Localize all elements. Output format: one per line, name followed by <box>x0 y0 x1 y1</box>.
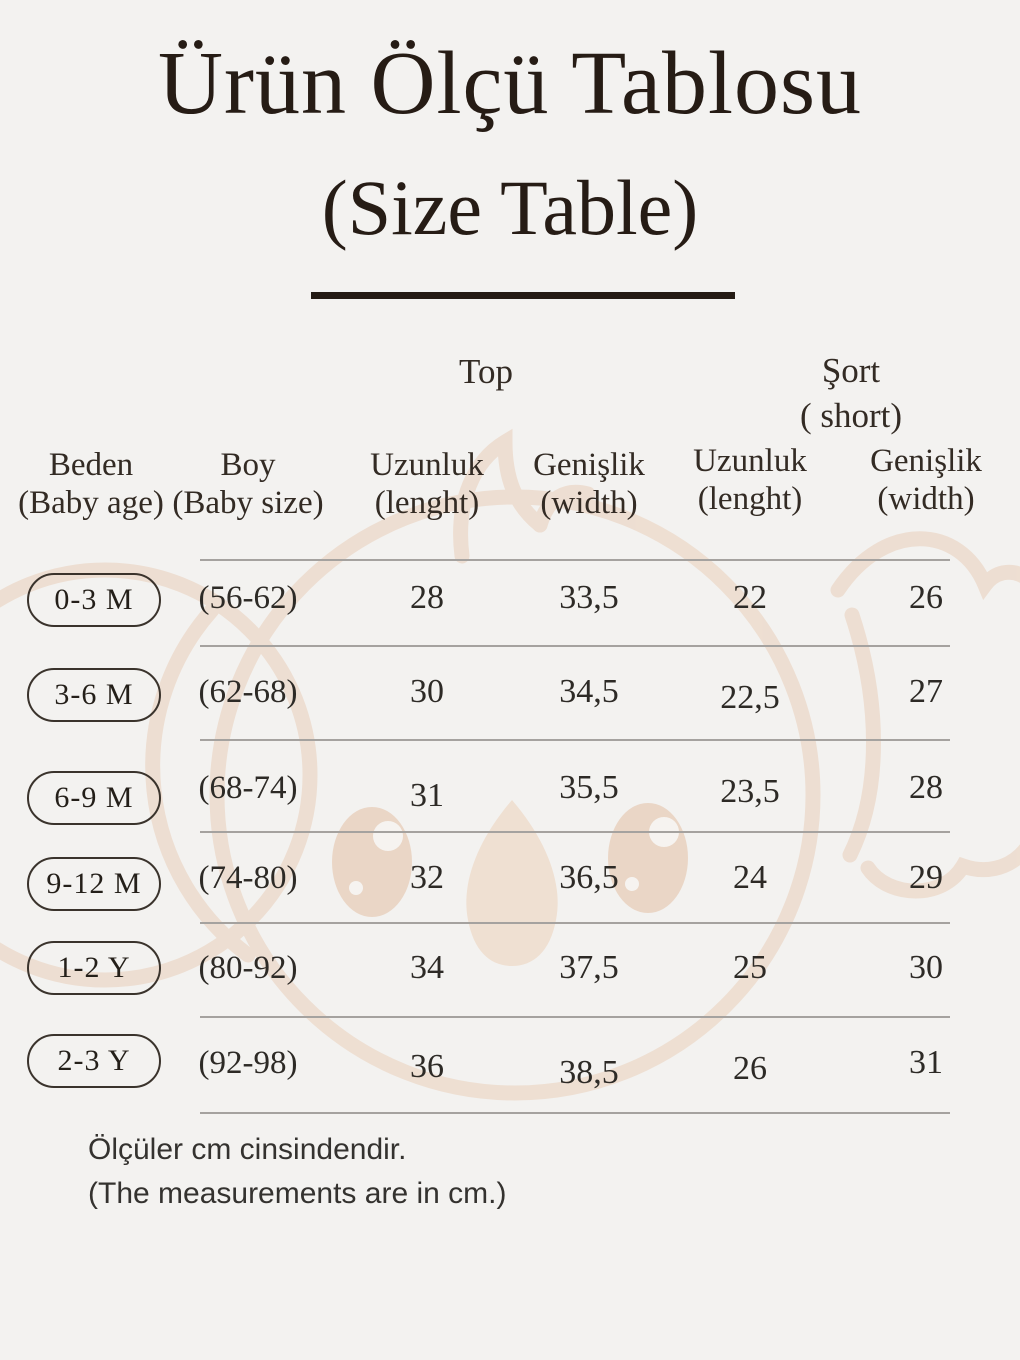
size-badge-6-9m: 6-9 M <box>27 771 161 825</box>
cell-top-uzunluk: 34 <box>410 949 444 986</box>
cell-sort-genislik: 27 <box>909 673 943 710</box>
measurement-note: Ölçüler cm cinsindendir. (The measuremen… <box>88 1128 506 1216</box>
column-header-label: Boy <box>220 447 276 483</box>
cell-boy: (68-74) <box>198 770 298 806</box>
measurement-note-en: (The measurements are in cm.) <box>88 1177 507 1210</box>
cell-sort-uzunluk: 22,5 <box>720 679 780 716</box>
column-header-top-genislik: Genişlik (width) <box>494 446 684 522</box>
group-label-short-en: ( short) <box>799 396 903 435</box>
cell-top-uzunluk: 30 <box>410 673 444 710</box>
cell-top-genislik: 35,5 <box>559 769 619 806</box>
row-divider <box>200 831 950 833</box>
cell-sort-genislik: 26 <box>909 579 943 616</box>
cell-boy: (80-92) <box>198 950 298 986</box>
cell-sort-genislik: 31 <box>909 1044 943 1081</box>
cell-boy: (92-98) <box>198 1045 298 1081</box>
cell-boy: (62-68) <box>198 674 298 710</box>
row-divider <box>200 922 950 924</box>
cell-top-genislik: 33,5 <box>559 579 619 616</box>
cell-top-uzunluk: 31 <box>410 777 444 814</box>
column-header-sublabel: (lenght) <box>697 481 803 517</box>
cell-sort-genislik: 30 <box>909 949 943 986</box>
column-header-boy: Boy (Baby size) <box>153 446 343 522</box>
row-divider <box>200 1016 950 1018</box>
group-label-top: Top <box>459 352 513 391</box>
cell-sort-uzunluk: 24 <box>733 859 767 896</box>
cell-top-genislik: 37,5 <box>559 949 619 986</box>
column-header-top-uzunluk: Uzunluk (lenght) <box>332 446 522 522</box>
cell-top-genislik: 38,5 <box>559 1054 619 1091</box>
cell-sort-uzunluk: 25 <box>733 949 767 986</box>
group-label-short: Şort ( short) <box>751 348 951 438</box>
row-divider <box>200 739 950 741</box>
column-header-label: Genişlik <box>533 447 645 483</box>
column-header-label: Uzunluk <box>370 447 484 483</box>
cell-top-uzunluk: 32 <box>410 859 444 896</box>
row-divider <box>200 645 950 647</box>
column-header-sublabel: (Baby size) <box>172 485 324 521</box>
column-header-sublabel: (lenght) <box>374 485 480 521</box>
cell-sort-genislik: 28 <box>909 769 943 806</box>
cell-boy: (74-80) <box>198 860 298 896</box>
column-header-label: Genişlik <box>870 443 982 479</box>
cell-top-genislik: 34,5 <box>559 673 619 710</box>
cell-boy: (56-62) <box>198 580 298 616</box>
size-badge-1-2y: 1-2 Y <box>27 941 161 995</box>
page-subtitle: (Size Table) <box>321 164 699 251</box>
cell-top-uzunluk: 36 <box>410 1048 444 1085</box>
cell-sort-uzunluk: 22 <box>733 579 767 616</box>
cell-sort-uzunluk: 23,5 <box>720 773 780 810</box>
column-header-label: Beden <box>48 447 134 483</box>
page-title: Ürün Ölçü Tablosu <box>158 34 862 133</box>
column-header-sublabel: (width) <box>540 485 638 521</box>
measurement-note-tr: Ölçüler cm cinsindendir. <box>88 1133 407 1166</box>
size-badge-0-3m: 0-3 M <box>27 573 161 627</box>
size-badge-2-3y: 2-3 Y <box>27 1034 161 1088</box>
row-divider <box>200 559 950 561</box>
column-header-sublabel: (width) <box>877 481 975 517</box>
size-badge-3-6m: 3-6 M <box>27 668 161 722</box>
cell-sort-uzunluk: 26 <box>733 1050 767 1087</box>
column-header-short-genislik: Genişlik (width) <box>831 442 1020 518</box>
cell-top-uzunluk: 28 <box>410 579 444 616</box>
cell-sort-genislik: 29 <box>909 859 943 896</box>
title-underline <box>311 292 735 299</box>
column-header-short-uzunluk: Uzunluk (lenght) <box>655 442 845 518</box>
column-header-label: Uzunluk <box>693 443 807 479</box>
size-badge-9-12m: 9-12 M <box>27 857 161 911</box>
group-label-short-tr: Şort <box>821 351 881 390</box>
column-header-beden: Beden (Baby age) <box>0 446 186 522</box>
row-divider <box>200 1112 950 1114</box>
cell-top-genislik: 36,5 <box>559 859 619 896</box>
column-header-sublabel: (Baby age) <box>18 485 164 521</box>
